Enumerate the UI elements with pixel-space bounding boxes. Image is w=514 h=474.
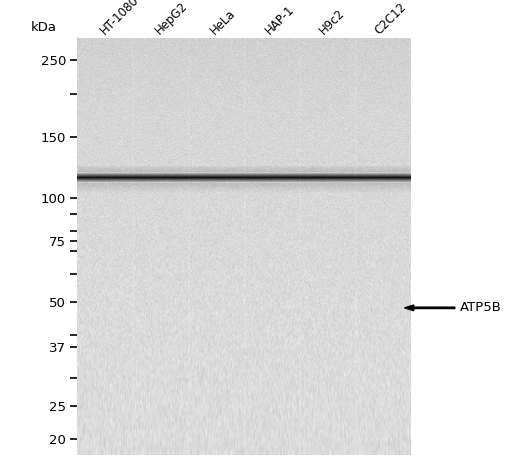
Text: HT-1080: HT-1080 xyxy=(98,0,142,37)
Text: HepG2: HepG2 xyxy=(153,0,190,37)
Text: kDa: kDa xyxy=(30,21,57,34)
Text: HeLa: HeLa xyxy=(208,7,238,37)
Text: H9c2: H9c2 xyxy=(317,7,347,37)
Text: C2C12: C2C12 xyxy=(372,0,409,37)
Text: HAP-1: HAP-1 xyxy=(262,3,297,37)
Text: ATP5B: ATP5B xyxy=(460,301,502,314)
